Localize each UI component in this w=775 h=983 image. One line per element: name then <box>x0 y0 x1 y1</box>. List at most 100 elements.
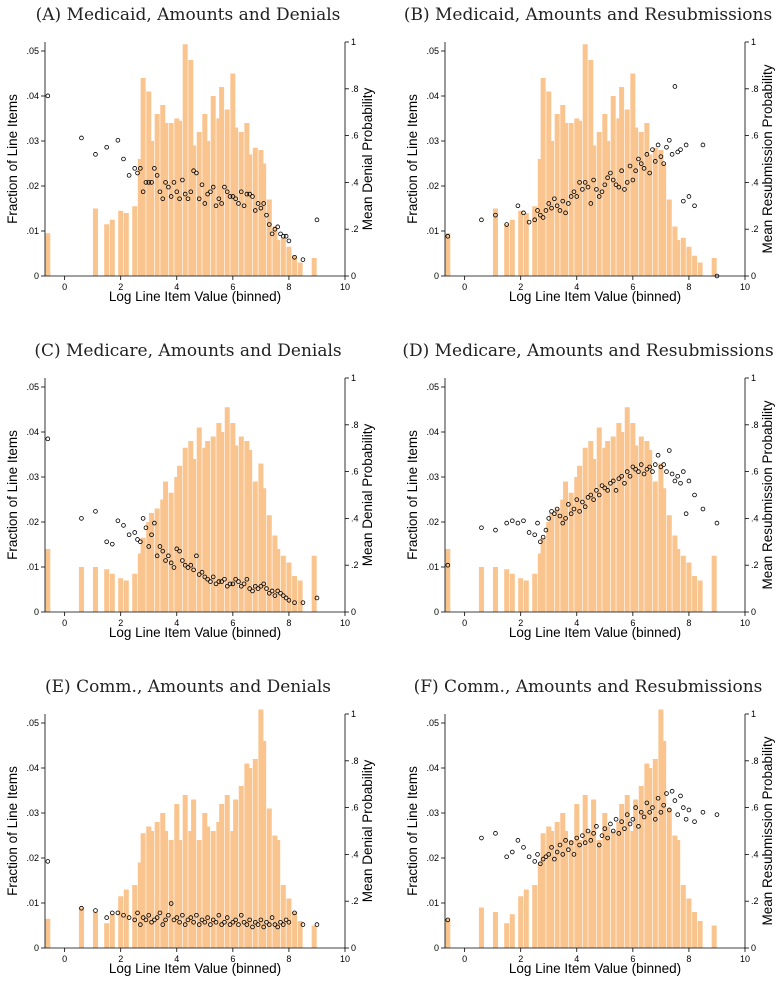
left-y-axis-label: Fraction of Line Items <box>5 94 20 224</box>
histogram-bar <box>219 804 225 948</box>
histogram-bar <box>219 432 225 612</box>
left-y-tick-label: .01 <box>26 226 39 236</box>
scatter-point <box>143 917 149 923</box>
scatter-point <box>160 922 166 927</box>
scatter-point <box>675 149 681 155</box>
scatter-point <box>177 548 182 554</box>
scatter-point <box>577 842 582 848</box>
scatter-point <box>661 802 666 808</box>
scatter-point <box>224 189 230 195</box>
scatter-point <box>177 196 182 202</box>
histogram-bar <box>568 840 574 948</box>
histogram-bar <box>92 912 98 948</box>
scatter-point <box>591 497 596 502</box>
histogram-bar <box>118 896 124 948</box>
right-y-tick-label: 1 <box>751 37 756 47</box>
left-y-tick-label: .03 <box>26 136 39 146</box>
scatter-point <box>241 203 247 209</box>
scatter-point <box>599 833 605 838</box>
scatter-point <box>213 581 219 587</box>
x-axis-label: Log Line Item Value (binned) <box>509 961 681 976</box>
x-tick-label: 10 <box>340 282 350 292</box>
histogram-bar <box>582 44 588 276</box>
x-tick-label: 10 <box>340 954 350 964</box>
scatter-point <box>171 180 177 185</box>
scatter-point <box>686 478 692 484</box>
scatter-point <box>610 478 616 484</box>
histogram-bar <box>711 258 717 276</box>
x-tick-label: 8 <box>286 282 291 292</box>
scatter-point <box>196 196 202 202</box>
scatter-point <box>154 173 160 178</box>
histogram-bar <box>602 114 608 276</box>
scatter-point <box>521 518 526 524</box>
scatter-point <box>149 532 154 538</box>
histogram-bar <box>109 573 115 612</box>
histogram-bar <box>605 826 611 948</box>
histogram-bar <box>160 813 166 948</box>
scatter-point <box>596 842 602 848</box>
scatter-point <box>255 201 261 206</box>
scatter-point <box>205 191 210 197</box>
scatter-point <box>669 471 675 477</box>
histogram-bar <box>652 759 658 948</box>
histogram-bar <box>258 463 264 612</box>
scatter-point <box>627 163 633 169</box>
histogram-bar <box>146 91 152 276</box>
histogram-bar <box>647 768 653 948</box>
histogram-bar <box>658 709 664 948</box>
scatter-point <box>655 142 661 148</box>
histogram-bar <box>492 208 498 276</box>
histogram-bar <box>202 114 208 276</box>
histogram-bar <box>672 835 678 948</box>
histogram-bar <box>697 262 703 276</box>
scatter-point <box>163 180 168 185</box>
scatter-point <box>79 516 84 521</box>
scatter-point <box>658 464 664 470</box>
panel-title: (F) Comm., Amounts and Resubmissions <box>414 677 763 697</box>
scatter-point <box>678 147 683 152</box>
scatter-point <box>104 915 109 920</box>
histogram-bar <box>532 885 538 948</box>
x-tick-label: 4 <box>574 282 579 292</box>
histogram-bar <box>297 921 303 948</box>
scatter-point <box>213 919 219 925</box>
scatter-point <box>143 180 149 185</box>
histogram-bar <box>661 488 667 612</box>
scatter-point <box>230 194 236 199</box>
scatter-point <box>613 182 619 188</box>
scatter-point <box>140 915 146 920</box>
left-y-tick-label: .04 <box>426 427 439 437</box>
x-axis-label: Log Line Item Value (binned) <box>109 961 281 976</box>
scatter-point <box>213 203 219 209</box>
right-y-tick-label: .2 <box>351 560 359 570</box>
scatter-point <box>143 525 149 531</box>
scatter-point <box>692 203 697 209</box>
histogram-bar <box>311 925 317 948</box>
histogram-bar <box>292 255 298 276</box>
histogram-bar <box>630 831 636 948</box>
histogram-bar <box>196 427 202 612</box>
scatter-point <box>258 205 264 211</box>
x-tick-label: 0 <box>62 954 67 964</box>
scatter-point <box>210 184 216 190</box>
histogram-bar <box>272 535 278 612</box>
right-y-axis-label: Mean Denial Probability <box>360 87 375 230</box>
scatter-point <box>160 196 166 202</box>
scatter-point <box>571 189 577 195</box>
scatter-point <box>521 210 526 216</box>
histogram-bar <box>619 87 625 276</box>
scatter-point <box>588 492 594 498</box>
scatter-point <box>540 534 546 540</box>
scatter-point <box>188 562 194 568</box>
scatter-point <box>233 576 238 582</box>
right-y-tick-label: 1 <box>351 37 356 47</box>
histogram-bar <box>286 246 292 276</box>
scatter-point <box>219 201 224 206</box>
scatter-point <box>658 154 664 159</box>
scatter-point <box>79 905 84 911</box>
scatter-point <box>622 187 627 192</box>
scatter-point <box>616 831 622 836</box>
scatter-point <box>624 469 630 474</box>
scatter-point <box>300 600 306 605</box>
